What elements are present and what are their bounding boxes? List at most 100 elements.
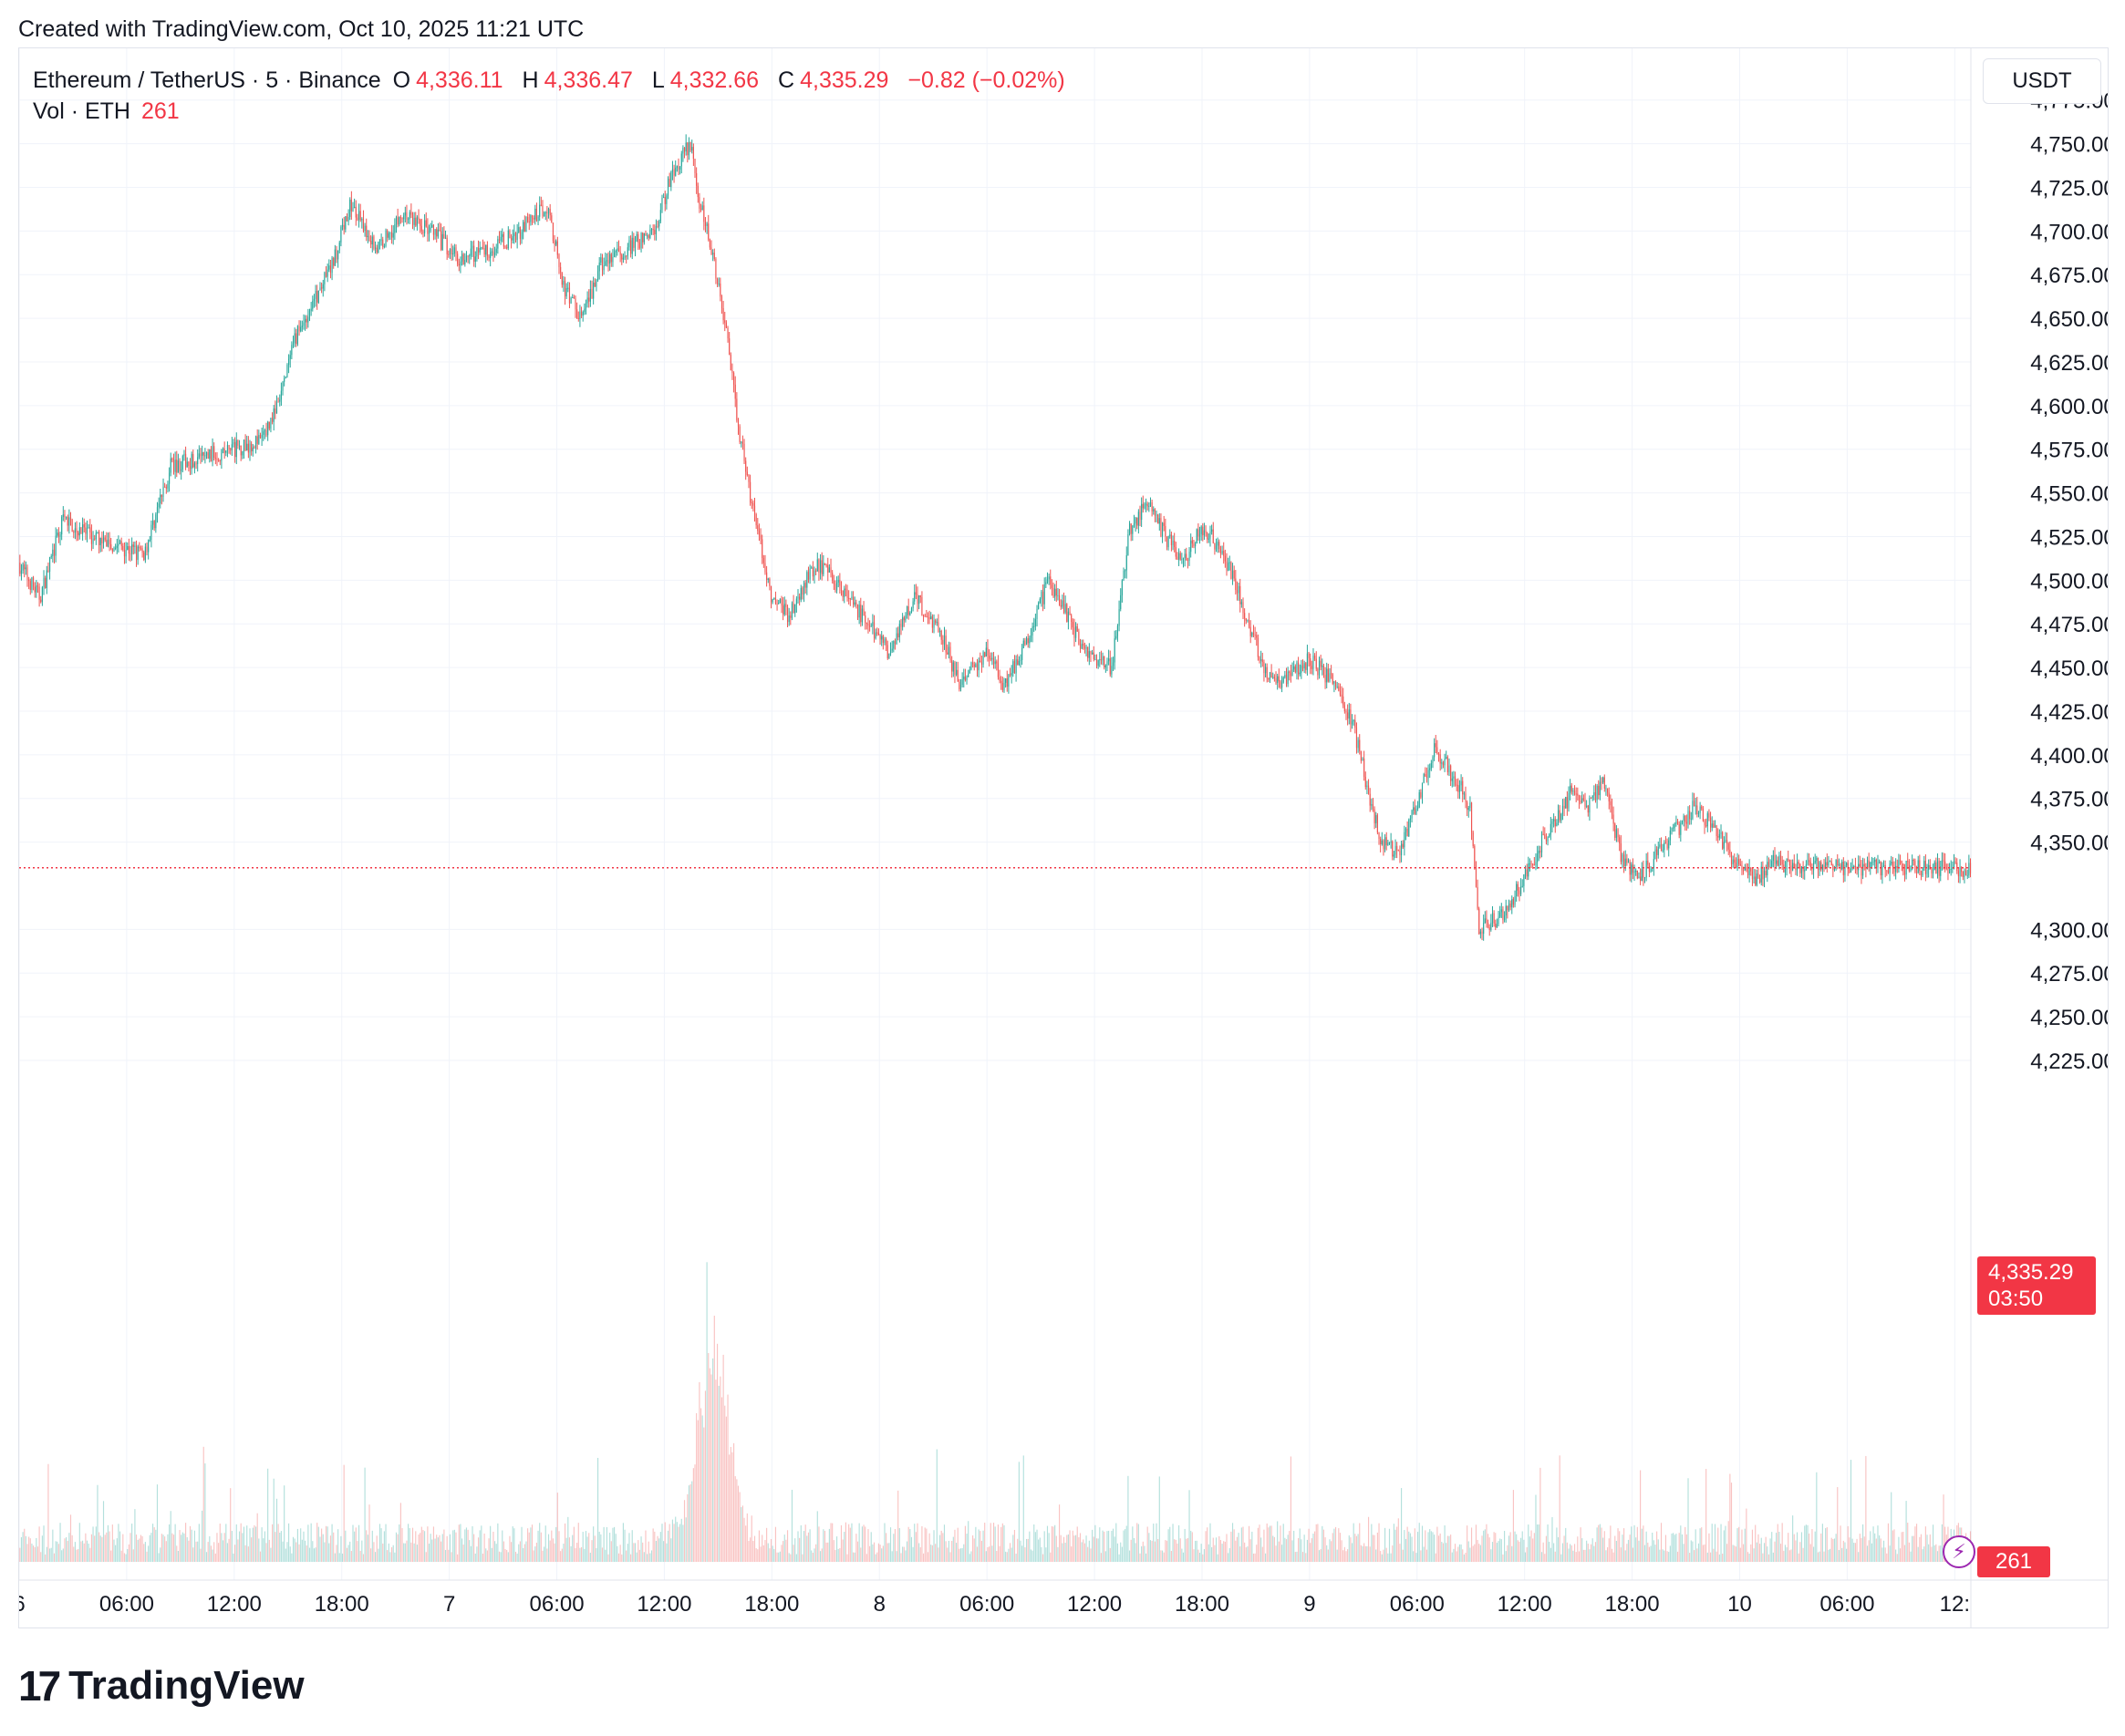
volume-bar [1434, 1534, 1436, 1562]
volume-bar [1236, 1536, 1239, 1562]
candle-body [1153, 509, 1155, 512]
candle-body [1708, 812, 1710, 818]
candle-body [1738, 859, 1740, 864]
candle-body [1919, 860, 1921, 871]
volume-bar [704, 1390, 707, 1562]
candle-body [1055, 588, 1057, 596]
candle-body [119, 541, 121, 544]
volume-bar [1200, 1544, 1202, 1562]
candle-body [809, 568, 811, 580]
volume-bar [1517, 1540, 1519, 1562]
volume-bar [439, 1534, 441, 1562]
volume-bar [703, 1427, 705, 1562]
candle-body [1502, 909, 1504, 921]
volume-bar [832, 1523, 834, 1562]
x-tick-label: 18:00 [1175, 1592, 1229, 1617]
candle-body [264, 429, 265, 432]
symbol-label[interactable]: Ethereum / TetherUS · 5 · Binance [33, 67, 381, 93]
candle-body [1195, 543, 1197, 547]
candle-body [745, 460, 747, 472]
candle-body [563, 281, 565, 285]
volume-bar [1015, 1554, 1017, 1562]
candle-body [748, 475, 750, 482]
volume-bar [630, 1554, 632, 1562]
candle-body [1239, 585, 1241, 604]
candle-body [64, 514, 66, 518]
candle-body [1411, 810, 1413, 819]
volume-bar [1504, 1531, 1506, 1562]
candle-body [90, 532, 92, 544]
volume-bar [1549, 1541, 1550, 1562]
volume-bar [216, 1533, 218, 1562]
volume-bar [1115, 1523, 1117, 1562]
candle-body [1146, 503, 1148, 507]
candle-body [378, 240, 381, 243]
volume-bar [1702, 1545, 1704, 1562]
volume-bar [1223, 1541, 1225, 1562]
volume-bar [954, 1529, 956, 1562]
candle-body [1102, 656, 1104, 661]
volume-bar [803, 1531, 805, 1562]
candle-body [458, 264, 460, 266]
candle-body [638, 242, 640, 249]
volume-bar [111, 1524, 113, 1562]
candle-body [621, 254, 623, 260]
candle-body [783, 604, 785, 615]
candle-body [514, 232, 517, 241]
volume-bar [282, 1541, 284, 1562]
volume-bar [1746, 1508, 1747, 1562]
candle-body [1750, 867, 1752, 872]
candle-body [479, 248, 481, 253]
volume-bar [919, 1547, 921, 1562]
price-chart[interactable]: 4,775.004,750.004,725.004,700.004,675.00… [19, 48, 2108, 1628]
currency-button[interactable]: USDT [1983, 58, 2101, 104]
candle-body [483, 247, 485, 255]
tradingview-brand[interactable]: 17 TradingView [18, 1661, 305, 1710]
candle-body [497, 239, 499, 249]
candle-body [842, 591, 844, 597]
volume-bar [1856, 1538, 1858, 1562]
candle-body [385, 230, 387, 246]
volume-bar [1363, 1543, 1365, 1562]
volume-bar [1640, 1470, 1642, 1562]
volume-bar [996, 1550, 998, 1562]
volume-bar [1362, 1545, 1363, 1562]
candle-body [764, 563, 766, 573]
candle-body [591, 288, 593, 299]
volume-bar [1191, 1532, 1193, 1562]
volume-bar [1664, 1534, 1667, 1562]
candle-body [1929, 864, 1931, 870]
candle-body [699, 197, 700, 209]
volume-bar [907, 1526, 909, 1562]
volume-bar [1025, 1538, 1028, 1562]
candle-body [1796, 862, 1798, 871]
candle-body [576, 309, 578, 318]
volume-bar [654, 1531, 656, 1562]
volume-bar [1820, 1533, 1822, 1562]
volume-bar [1198, 1552, 1201, 1562]
lightning-icon[interactable]: ⚡ [1943, 1535, 1975, 1568]
candle-body [1191, 540, 1193, 544]
candle-body [1052, 588, 1054, 597]
candle-body [61, 516, 63, 535]
candle-body [1357, 739, 1359, 749]
volume-bar [1680, 1525, 1682, 1562]
candle-body [1013, 661, 1016, 674]
volume-bar [160, 1547, 161, 1562]
candle-body [1100, 659, 1103, 661]
candle-body [1826, 862, 1828, 866]
candle-body [667, 179, 669, 196]
volume-bar [1561, 1543, 1564, 1562]
candle-body [1741, 865, 1743, 871]
volume-bar [1327, 1549, 1329, 1562]
candle-body [527, 216, 529, 222]
volume-bar [1415, 1553, 1417, 1562]
candle-body [1685, 822, 1687, 824]
volume-bar [1841, 1547, 1843, 1562]
candle-body [893, 641, 895, 649]
candle-body [1816, 857, 1818, 862]
chart-frame[interactable]: 4,775.004,750.004,725.004,700.004,675.00… [18, 47, 2109, 1628]
volume-legend[interactable]: Vol · ETH 261 [33, 98, 180, 125]
volume-bar [802, 1554, 803, 1562]
volume-bar [1802, 1547, 1804, 1562]
